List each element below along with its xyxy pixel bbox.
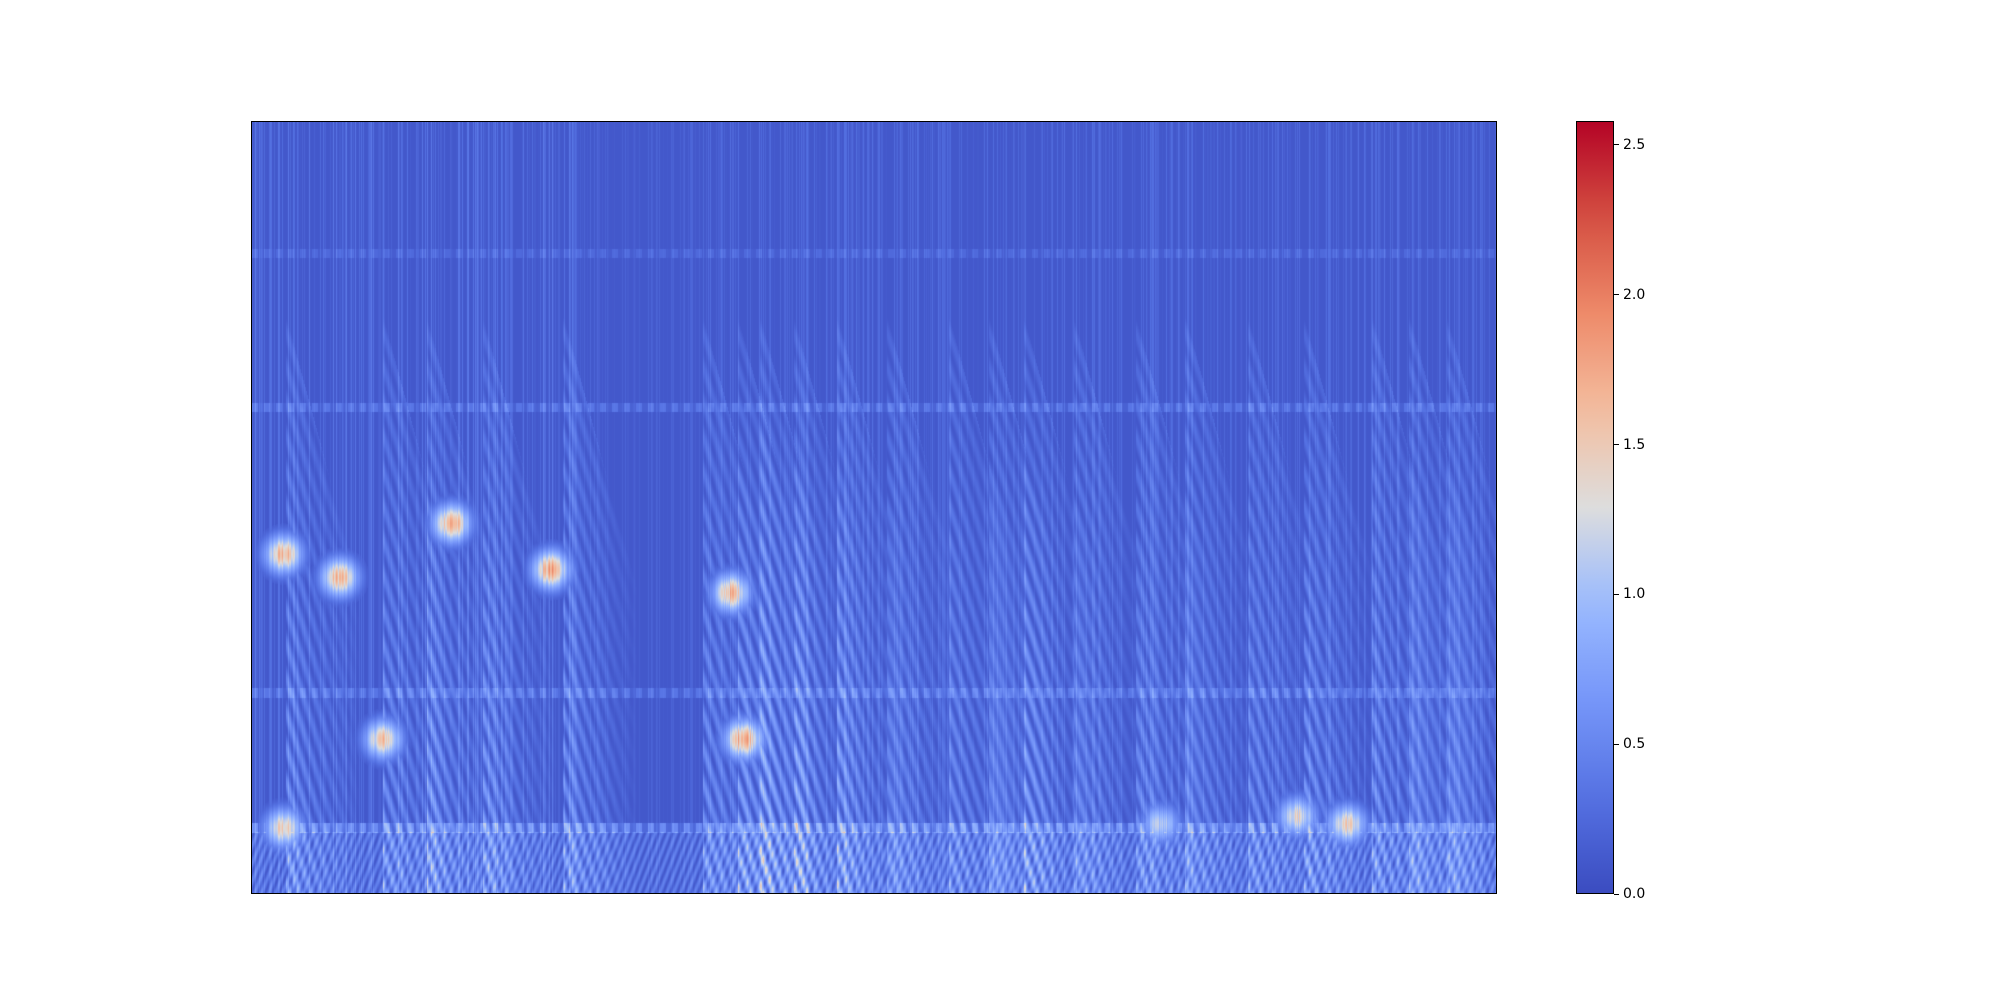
colorbar-tick-label: 0.5 xyxy=(1623,736,1646,753)
colorbar-tick-mark xyxy=(1614,593,1619,595)
colorbar-gradient xyxy=(1577,122,1613,893)
colorbar-tick-label: 1.0 xyxy=(1623,586,1646,603)
colorbar-tick-label: 2.5 xyxy=(1623,136,1646,153)
colorbar-tick-mark xyxy=(1614,743,1619,745)
colorbar-tick-label: 2.0 xyxy=(1623,286,1646,303)
colorbar-tick-mark xyxy=(1614,444,1619,446)
colorbar xyxy=(1576,121,1614,894)
spectrogram-heatmap xyxy=(252,122,1496,893)
colorbar-tick-mark xyxy=(1614,893,1619,895)
colorbar-tick-label: 0.0 xyxy=(1623,886,1646,902)
colorbar-tick-mark xyxy=(1614,144,1619,146)
colorbar-tick-mark xyxy=(1614,294,1619,296)
spectrogram-plot xyxy=(251,121,1497,894)
colorbar-tick-label: 1.5 xyxy=(1623,436,1646,453)
